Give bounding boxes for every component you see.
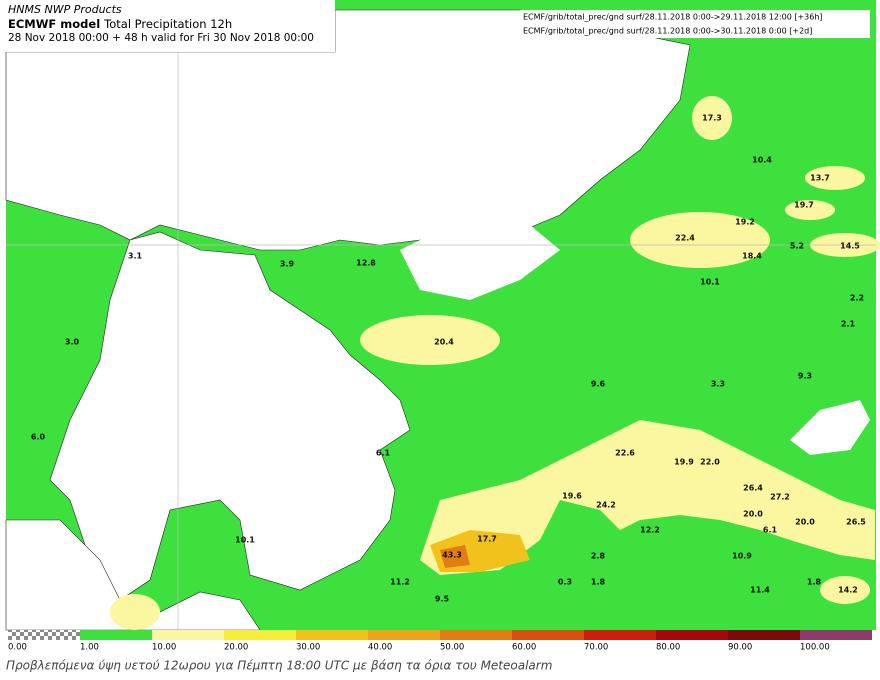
legend-checker bbox=[8, 630, 80, 640]
legend-label: 50.00 bbox=[440, 643, 464, 653]
precip-value: 1.8 bbox=[807, 578, 822, 587]
legend-label: 90.00 bbox=[728, 643, 752, 653]
legend-label: 40.00 bbox=[368, 643, 392, 653]
precip-value: 19.6 bbox=[562, 492, 582, 501]
legend-swatch bbox=[656, 630, 728, 640]
precip-value: 10.1 bbox=[235, 536, 255, 545]
land bbox=[400, 215, 560, 300]
precip-value: 3.0 bbox=[65, 338, 80, 347]
precip-value: 2.1 bbox=[841, 320, 856, 329]
field: Total Precipitation 12h bbox=[103, 17, 232, 31]
legend-label: 0.00 bbox=[8, 643, 27, 653]
precip-value: 22.4 bbox=[675, 234, 695, 243]
precip-value: 12.2 bbox=[640, 526, 660, 535]
precip-value: 11.2 bbox=[390, 578, 410, 587]
legend-label: 70.00 bbox=[584, 643, 608, 653]
caption: Προβλεπόμενα ύψη υετού 12ωρου για Πέμπτη… bbox=[6, 659, 552, 673]
precip-value: 17.7 bbox=[477, 535, 497, 544]
model-name: ECMWF model bbox=[8, 17, 100, 31]
precip-value: 2.8 bbox=[591, 552, 606, 561]
legend-swatch bbox=[80, 630, 152, 640]
precip-value: 6.1 bbox=[763, 526, 778, 535]
precip-value: 17.3 bbox=[702, 114, 722, 123]
model: ECMWF model Total Precipitation 12h bbox=[8, 17, 232, 31]
precip-value: 19.9 bbox=[674, 458, 694, 467]
legend-label: 60.00 bbox=[512, 643, 536, 653]
precip-value: 10.9 bbox=[732, 552, 752, 561]
precip-value: 5.2 bbox=[790, 242, 804, 251]
product: HNMS NWP Products bbox=[8, 3, 122, 16]
land bbox=[49, 231, 411, 601]
legend-swatch bbox=[368, 630, 440, 640]
legend-swatch bbox=[800, 630, 872, 640]
precip-value: 3.9 bbox=[280, 260, 295, 269]
precip-value: 13.7 bbox=[810, 174, 830, 183]
precip-value: 19.7 bbox=[794, 201, 814, 210]
legend-label: 80.00 bbox=[656, 643, 680, 653]
precip-value: 20.0 bbox=[743, 510, 763, 519]
precip-40-50 bbox=[440, 545, 470, 568]
precip-value: 18.4 bbox=[742, 252, 762, 261]
legend-swatch bbox=[728, 630, 800, 640]
info-line: ECMF/grib/total_prec/gnd surf/28.11.2018… bbox=[523, 13, 823, 22]
precip-value: 10.1 bbox=[700, 278, 720, 287]
precip-value: 14.2 bbox=[838, 586, 858, 595]
precip-value: 3.1 bbox=[128, 252, 143, 261]
legend-swatch bbox=[512, 630, 584, 640]
legend-label: 30.00 bbox=[296, 643, 320, 653]
precip-value: 19.2 bbox=[735, 218, 755, 227]
legend-swatch bbox=[296, 630, 368, 640]
precip-value: 9.6 bbox=[591, 380, 606, 389]
map-labels: 17.3 10.4 13.7 19.7 19.2 22.4 5.2 14.5 18.4 10.1 2… bbox=[31, 114, 866, 604]
land bbox=[790, 400, 870, 455]
legend: 0.00 1.00 10.00 20.00 30.00 40.00 50.00 60.00 70… bbox=[8, 630, 872, 653]
precip-value: 27.2 bbox=[770, 493, 790, 502]
precip-value: 20.0 bbox=[795, 518, 815, 527]
legend-swatch bbox=[584, 630, 656, 640]
precip-value: 10.4 bbox=[752, 156, 772, 165]
precip-value: 12.8 bbox=[356, 259, 376, 268]
precip-value: 22.6 bbox=[615, 449, 635, 458]
header-box bbox=[0, 0, 335, 52]
precip-value: 6.1 bbox=[376, 449, 391, 458]
info-box bbox=[520, 10, 870, 38]
info-line: ECMF/grib/total_prec/gnd surf/28.11.2018… bbox=[523, 27, 812, 36]
legend-swatch bbox=[152, 630, 224, 640]
precip-value: 1.8 bbox=[591, 578, 606, 587]
precip-value: 22.0 bbox=[700, 458, 720, 467]
precip-value: 9.5 bbox=[435, 595, 450, 604]
precip-value: 20.4 bbox=[434, 338, 454, 347]
precip-value: 26.5 bbox=[846, 518, 866, 527]
precip-value: 6.0 bbox=[31, 433, 46, 442]
valid-time: 28 Nov 2018 00:00 + 48 h valid for Fri 3… bbox=[8, 32, 314, 44]
legend-label: 1.00 bbox=[80, 643, 99, 653]
precip-value: 3.3 bbox=[711, 380, 725, 389]
precip-value: 2.2 bbox=[850, 294, 864, 303]
precip-value: 43.3 bbox=[442, 551, 462, 560]
legend-label: 20.00 bbox=[224, 643, 248, 653]
precip-value: 0.3 bbox=[558, 578, 572, 587]
legend-swatch bbox=[224, 630, 296, 640]
precip-patches bbox=[110, 96, 880, 630]
graticule bbox=[6, 52, 876, 630]
precip-value: 11.4 bbox=[750, 586, 770, 595]
precip-value: 9.3 bbox=[798, 372, 812, 381]
precip-10-20 bbox=[420, 420, 875, 575]
precip-value: 24.2 bbox=[596, 501, 616, 510]
precip-value: 26.4 bbox=[743, 484, 763, 493]
legend-label: 100.00 bbox=[800, 643, 830, 653]
legend-label: 10.00 bbox=[152, 643, 176, 653]
legend-swatch bbox=[440, 630, 512, 640]
precip-value: 14.5 bbox=[840, 242, 860, 251]
map bbox=[5, 0, 880, 631]
